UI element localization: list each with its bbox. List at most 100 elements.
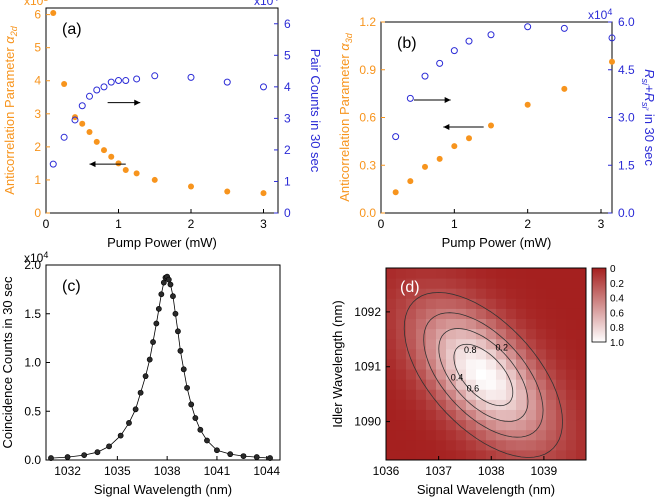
heatmap-cell <box>526 328 537 340</box>
heatmap-cell <box>466 288 477 299</box>
panel-b: 0 1 2 3 Pump Power (mW) 0.0 0.3 0.6 0.9 1.2 Antico… <box>337 7 657 250</box>
heatmap-cell <box>516 288 527 299</box>
heatmap-cell <box>426 288 437 299</box>
x-tick-label: 0 <box>378 217 385 231</box>
y-right-tick-label: 1 <box>284 174 291 188</box>
heatmap-cell <box>446 288 457 299</box>
heatmap-cell <box>466 358 477 370</box>
heatmap-cell <box>406 278 417 289</box>
heatmap-cell <box>486 419 497 431</box>
heatmap-cell <box>576 369 587 380</box>
heatmap-cell <box>476 268 487 279</box>
heatmap-cell <box>556 389 567 400</box>
data-point <box>48 455 54 461</box>
heatmap-cell <box>516 268 527 279</box>
heatmap-cell <box>506 369 517 380</box>
heatmap-cell <box>566 389 577 400</box>
heatmap-cell <box>466 409 477 421</box>
heatmap-cell <box>456 348 467 360</box>
heatmap-cell <box>496 288 507 299</box>
heatmap-cell <box>456 278 467 289</box>
heatmap-cell <box>386 298 397 309</box>
heatmap-cell <box>446 268 457 279</box>
x-tick-label: 3 <box>598 217 605 231</box>
data-point <box>155 305 162 312</box>
y-left-label-sub: 3d <box>344 32 354 43</box>
heatmap-cell <box>516 379 527 390</box>
heatmap-cell <box>576 449 587 461</box>
heatmap-cell <box>416 288 427 299</box>
heatmap-cell <box>576 308 587 320</box>
data-point-right <box>260 83 267 91</box>
heatmap-cell <box>396 288 407 299</box>
heatmap-cell <box>546 348 557 360</box>
heatmap-cell <box>396 348 407 360</box>
heatmap-cell <box>446 348 457 360</box>
y-right-label: Rsi+Rsi' in 30 sec <box>640 69 657 166</box>
annotation-arrowhead <box>134 99 141 106</box>
heatmap-cell <box>526 288 537 299</box>
data-point-left <box>392 189 399 196</box>
x-tick-label: 1038 <box>478 464 505 478</box>
heatmap-cell <box>546 369 557 380</box>
heatmap-cell <box>556 429 567 441</box>
data-point <box>64 454 71 460</box>
data-point <box>227 451 234 458</box>
y-right-tick-label: 4 <box>284 80 291 94</box>
data-point-left <box>436 155 443 162</box>
heatmap-cell <box>526 449 537 461</box>
heatmap-cell <box>526 278 537 289</box>
heatmap-cell <box>406 389 417 400</box>
heatmap-cell <box>536 389 547 400</box>
heatmap-cell <box>516 308 527 320</box>
heatmap-cell <box>546 379 557 390</box>
heatmap-cell <box>516 419 527 431</box>
heatmap-cell <box>556 298 567 309</box>
heatmap-cell <box>426 308 437 320</box>
heatmap-cell <box>466 419 477 431</box>
y-right-tick-label: 2 <box>284 143 291 157</box>
heatmap-cell <box>436 328 447 340</box>
annotation-arrowhead <box>443 124 450 131</box>
heatmap-cell <box>406 268 417 279</box>
heatmap-cell <box>566 419 577 431</box>
heatmap-cell <box>576 439 587 451</box>
y-tick-label: 0.0 <box>24 453 41 467</box>
heatmap-cell <box>466 449 477 461</box>
data-point-left <box>188 183 194 190</box>
x-tick-label: 2 <box>188 217 195 231</box>
heatmap-cell <box>466 439 477 451</box>
heatmap-cell <box>426 348 437 360</box>
heatmap-cell <box>416 358 427 370</box>
y-right-tick-label: 5 <box>284 48 291 62</box>
data-point-left <box>422 163 428 170</box>
heatmap-cell <box>466 369 477 380</box>
heatmap-cell <box>486 278 497 289</box>
y-left-tick-label: 1.2 <box>359 15 376 29</box>
data-point <box>172 310 179 317</box>
heatmap-cell <box>546 268 557 279</box>
series-line <box>50 276 271 459</box>
heatmap-cell <box>436 389 447 400</box>
heatmap-cell <box>526 409 537 421</box>
heatmap-cell <box>516 318 527 330</box>
x-axis-label: Pump Power (mW) <box>442 235 552 250</box>
heatmap-cell <box>476 429 487 441</box>
y-left-label-symbol: α <box>337 43 352 51</box>
y-left-tick-label: 1 <box>34 173 41 187</box>
data-point-left <box>609 58 615 65</box>
heatmap-cell <box>486 358 497 370</box>
heatmap-cell <box>566 278 577 289</box>
heatmap-cell <box>456 439 467 451</box>
heatmap-cell <box>446 449 457 461</box>
heatmap-cell <box>526 379 537 390</box>
annotation-arrowhead <box>89 161 96 168</box>
contour-label: 0.2 <box>496 342 509 352</box>
y-tick-label: 0.5 <box>24 404 41 418</box>
heatmap-cell <box>476 439 487 451</box>
heatmap-cell <box>506 318 517 330</box>
heatmap-cell <box>486 439 497 451</box>
data-point-right <box>223 78 231 86</box>
y-left-tick-label: 6 <box>34 8 41 22</box>
heatmap-cell <box>506 409 517 421</box>
